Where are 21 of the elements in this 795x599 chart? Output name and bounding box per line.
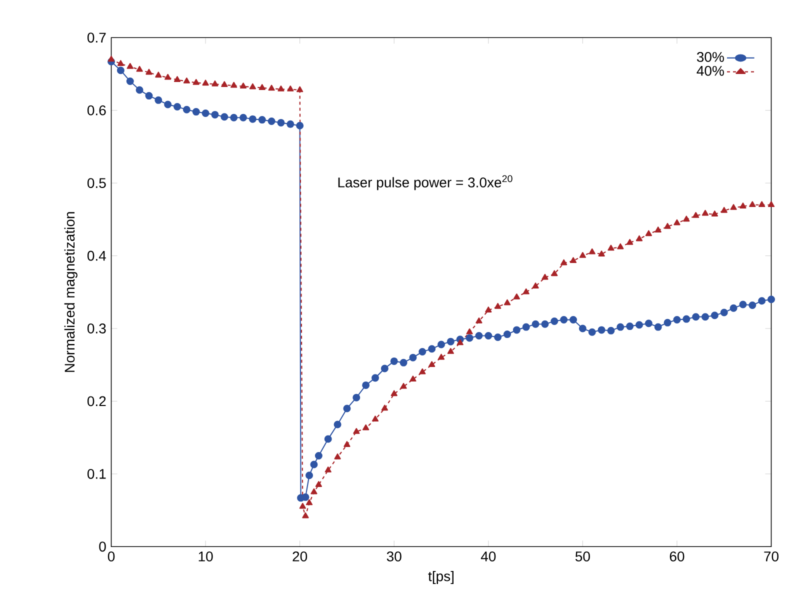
legend-label: 40% [696,66,724,76]
y-tick-label: 0.1 [87,468,106,479]
x-tick-label: 40 [480,551,496,562]
y-tick-label: 0.5 [87,178,106,188]
y-tick-label: 0.2 [87,396,106,406]
y-tick-label: 0.3 [87,324,106,334]
legend-label: 30% [696,52,724,62]
y-tick-label: 0.4 [87,250,106,261]
x-tick-label: 60 [670,551,684,562]
x-tick-label: 10 [198,551,213,562]
y-axis-title: Normalized magnetization [64,212,78,372]
x-axis-title: t[ps] [428,570,454,584]
x-tick-label: 70 [764,551,778,562]
y-tick-label: 0 [99,542,106,552]
x-tick-label: 0 [108,551,115,562]
x-tick-label: 50 [575,551,590,562]
y-tick-label: 0.6 [87,105,106,116]
x-tick-label: 20 [292,551,308,562]
y-tick-label: 0.7 [87,32,106,43]
x-tick-label: 30 [386,551,402,562]
annotation: Laser pulse power = 3.0xe$^{20}$ [338,175,512,190]
